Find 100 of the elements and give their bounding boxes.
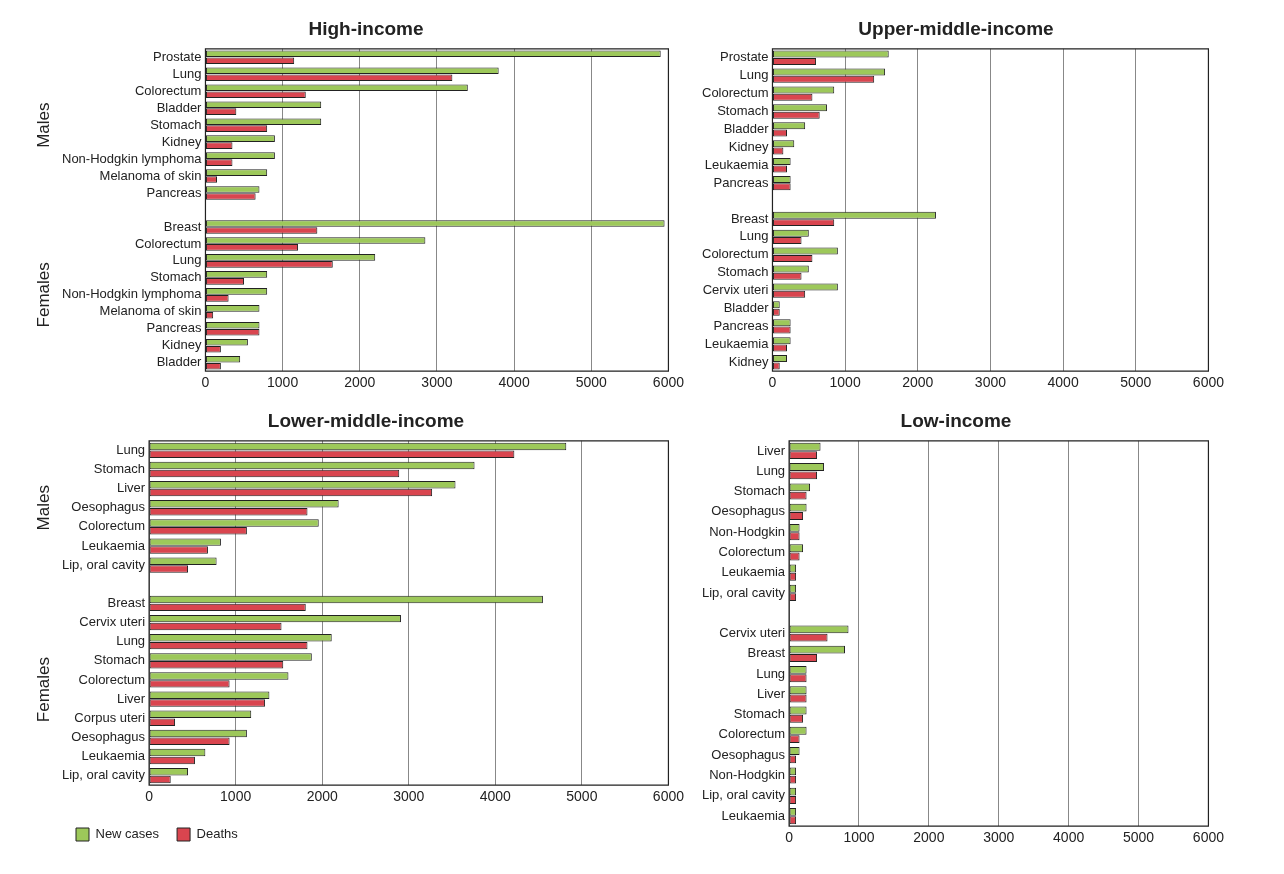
y-tick-label: Leukaemia [81, 748, 146, 764]
y-tick-label: Liver [116, 690, 146, 706]
y-tick-label: Bladder [723, 120, 770, 136]
y-tick-label: Lung [739, 228, 769, 244]
text: Females [33, 656, 53, 723]
x-tick-label: 0 [785, 829, 794, 846]
y-tick-label: Lip, oral cavity [702, 787, 786, 803]
y-tick-label: Bladder [723, 300, 770, 316]
x-tick-label: 0 [201, 374, 210, 391]
y-tick-label: Cervix uteri [702, 282, 769, 298]
y-tick-label: Leukaemia [81, 537, 146, 553]
y-tick-label: Breast [163, 218, 202, 234]
y-tick-label: Pancreas [713, 318, 769, 333]
chart-title: Lower-middle-income [267, 409, 465, 431]
x-tick-label: 1000 [267, 374, 299, 391]
y-tick-label: Bladder [156, 354, 203, 370]
y-tick-label: Stomach [150, 269, 202, 285]
y-tick-label: Colorectum [702, 246, 769, 262]
y-tick-label: Pancreas [146, 320, 202, 336]
y-tick-label: Kidney [728, 138, 769, 154]
y-tick-label: Prostate [153, 48, 202, 64]
y-tick-label: Colorectum [134, 82, 202, 98]
y-tick-label: Breast [730, 210, 769, 226]
y-tick-label: Lip, oral cavity [702, 584, 786, 600]
y-tick-label: Liver [756, 685, 786, 701]
x-tick-label: 1000 [829, 374, 861, 391]
y-tick-label: Liver [116, 480, 146, 496]
y-tick-label: Pancreas [713, 174, 769, 190]
y-tick-label: Oesophagus [71, 499, 146, 515]
y-tick-label: Stomach [733, 706, 786, 722]
x-tick-label: 5000 [566, 788, 598, 805]
y-tick-label: Non-Hodgkin lymphoma [62, 286, 203, 302]
x-tick-label: 2000 [902, 374, 934, 391]
y-tick-label: Pancreas [146, 184, 202, 200]
x-tick-label: 4000 [498, 374, 530, 391]
y-tick-label: Stomach [733, 483, 786, 499]
x-tick-label: 3000 [393, 788, 425, 805]
legend-label: Deaths [196, 826, 239, 842]
y-tick-label: Stomach [717, 264, 769, 280]
y-tick-label: Stomach [93, 461, 146, 477]
y-tick-label: Cervix uteri [719, 625, 786, 641]
x-tick-label: 4000 [479, 788, 512, 805]
y-tick-label: Melanoma of skin [99, 303, 202, 319]
y-tick-label: Kidney [161, 133, 202, 149]
y-tick-label: Kidney [161, 337, 202, 353]
y-tick-label: Colorectum [718, 543, 786, 559]
y-tick-label: Cervix uteri [79, 614, 146, 630]
x-tick-label: 0 [768, 374, 777, 391]
x-tick-label: 6000 [652, 788, 685, 805]
y-tick-label: Lung [116, 441, 146, 457]
y-tick-label: Breast [747, 645, 786, 661]
y-tick-label: Leukaemia [721, 807, 786, 823]
y-tick-label: Colorectum [134, 235, 202, 251]
y-tick-label: Lip, oral cavity [62, 767, 146, 783]
x-tick-label: 5000 [1122, 829, 1155, 846]
y-tick-label: Lung [116, 633, 146, 649]
y-tick-label: Leukaemia [704, 156, 770, 172]
x-tick-label: 4000 [1047, 374, 1079, 391]
y-tick-label: Non-Hodgkin lymphoma [62, 150, 203, 166]
y-tick-label: Lip, oral cavity [62, 556, 146, 572]
x-tick-label: 2000 [913, 829, 945, 846]
y-tick-label: Leukaemia [704, 335, 770, 351]
x-tick-label: 6000 [652, 374, 685, 391]
x-tick-label: 6000 [1192, 374, 1225, 391]
x-tick-label: 0 [145, 788, 154, 805]
text: Males [33, 485, 53, 531]
y-tick-label: Stomach [93, 652, 146, 668]
y-tick-label: Lung [739, 67, 769, 83]
x-tick-label: 3000 [974, 374, 1007, 391]
y-tick-label: Lung [756, 665, 786, 681]
y-tick-label: Oesophagus [711, 503, 786, 519]
y-tick-label: Liver [756, 442, 786, 458]
x-tick-label: 1000 [843, 829, 875, 846]
x-tick-label: 4000 [1053, 829, 1085, 846]
y-tick-label: Oesophagus [711, 746, 786, 762]
y-tick-label: Bladder [156, 99, 203, 115]
y-tick-label: Stomach [150, 116, 202, 132]
y-tick-label: Melanoma of skin [99, 167, 202, 183]
y-tick-label: Corpus uteri [74, 709, 146, 725]
y-tick-label: Colorectum [78, 671, 146, 687]
text: Males [33, 102, 53, 148]
y-tick-label: Kidney [728, 353, 769, 369]
x-tick-label: 5000 [575, 374, 608, 391]
y-tick-label: Colorectum [702, 85, 769, 101]
y-tick-label: Prostate [720, 49, 769, 65]
y-tick-label: Lung [172, 65, 202, 81]
chart-title: Upper-middle-income [858, 17, 1054, 39]
y-tick-label: Non-Hodgkin [709, 523, 786, 539]
chart-title: High-income [308, 17, 424, 39]
y-tick-label: Colorectum [718, 726, 786, 742]
x-tick-label: 2000 [344, 374, 376, 391]
text: Females [33, 262, 53, 328]
x-tick-label: 2000 [306, 788, 338, 805]
x-tick-label: 1000 [220, 788, 252, 805]
x-tick-label: 3000 [421, 374, 453, 391]
x-tick-label: 5000 [1120, 374, 1152, 391]
y-tick-label: Colorectum [78, 518, 146, 534]
y-tick-label: Lung [756, 462, 786, 478]
y-tick-label: Breast [107, 595, 146, 611]
chart-title: Low-income [900, 409, 1012, 431]
